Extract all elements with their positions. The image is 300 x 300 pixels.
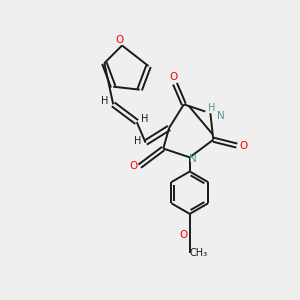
Text: H: H — [134, 136, 141, 146]
Text: H: H — [101, 96, 109, 106]
Text: N: N — [189, 154, 196, 164]
Text: O: O — [239, 141, 248, 151]
Text: CH₃: CH₃ — [190, 248, 208, 258]
Text: H: H — [208, 103, 215, 113]
Text: O: O — [169, 72, 178, 82]
Text: N: N — [217, 111, 225, 121]
Text: O: O — [129, 161, 137, 171]
Text: O: O — [179, 230, 188, 240]
Text: H: H — [141, 114, 149, 124]
Text: O: O — [116, 35, 124, 45]
